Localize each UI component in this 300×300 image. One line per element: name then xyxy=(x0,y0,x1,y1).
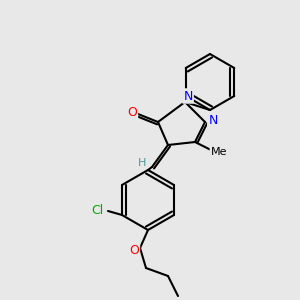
Text: Me: Me xyxy=(211,147,227,157)
Text: H: H xyxy=(138,158,146,168)
Text: N: N xyxy=(208,113,218,127)
Text: O: O xyxy=(127,106,137,118)
Text: O: O xyxy=(129,244,139,257)
Text: Cl: Cl xyxy=(91,203,103,217)
Text: N: N xyxy=(183,89,193,103)
